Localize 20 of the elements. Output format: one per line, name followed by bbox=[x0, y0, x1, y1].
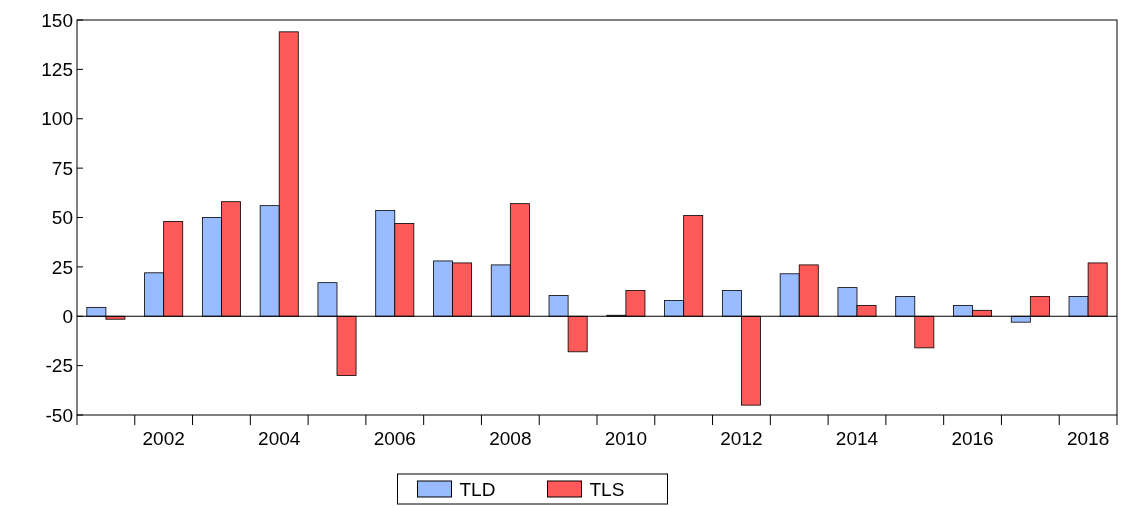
y-tick-label: -50 bbox=[45, 404, 73, 426]
y-tick-label: 25 bbox=[51, 256, 73, 278]
y-tick-label: 75 bbox=[51, 157, 73, 179]
x-tick-label: 2008 bbox=[489, 428, 532, 449]
x-tick-label: 2014 bbox=[835, 428, 879, 449]
x-tick-label: 2016 bbox=[951, 428, 994, 449]
y-tick-label: 150 bbox=[41, 9, 73, 31]
y-tick-label: 125 bbox=[41, 59, 73, 81]
y-tick-label: 0 bbox=[62, 305, 73, 327]
x-tick-label: 2004 bbox=[258, 428, 301, 449]
x-tick-label: 2018 bbox=[1066, 428, 1110, 449]
legend-label: TLD bbox=[459, 478, 496, 500]
y-tick-label: 50 bbox=[51, 207, 73, 229]
y-tick-label: 100 bbox=[41, 108, 73, 130]
x-tick-label: 2012 bbox=[720, 428, 763, 449]
x-tick-label: 2002 bbox=[142, 428, 185, 449]
legend-label: TLS bbox=[589, 478, 625, 500]
x-tick-label: 2010 bbox=[604, 428, 648, 449]
x-tick-label: 2006 bbox=[373, 428, 416, 449]
y-tick-label: -25 bbox=[45, 355, 73, 377]
